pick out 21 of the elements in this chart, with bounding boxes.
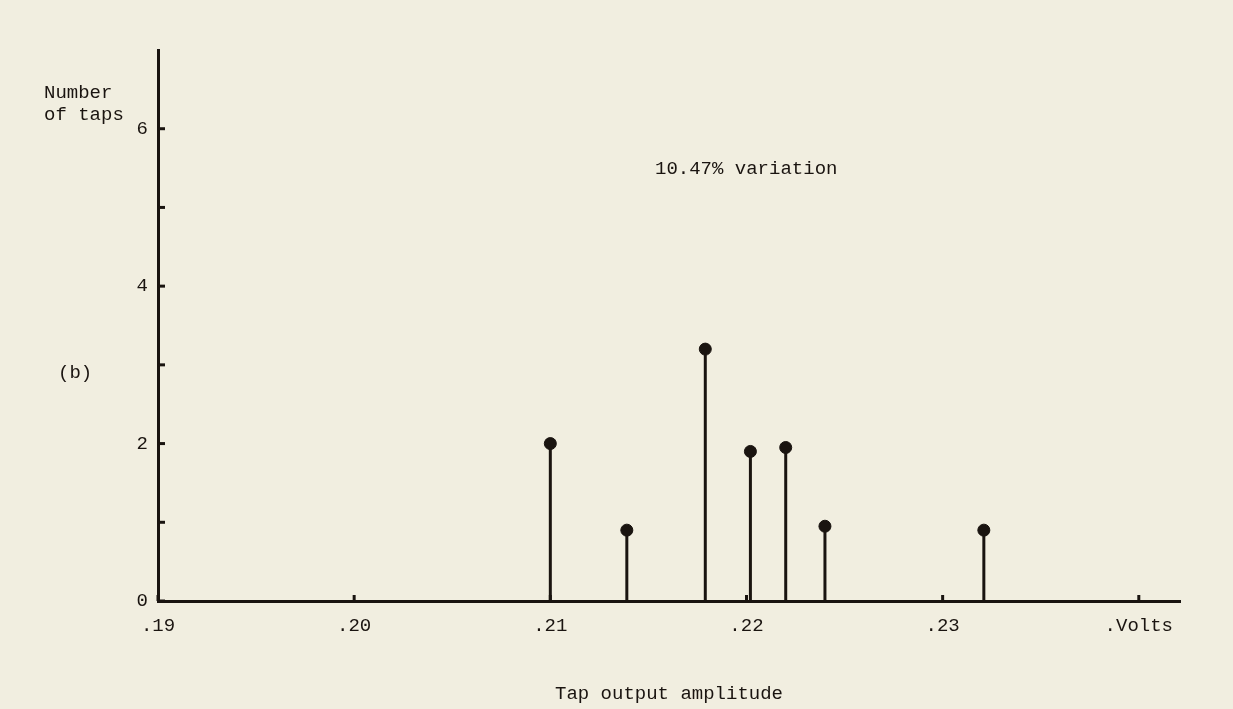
y-tick-label: 2	[136, 432, 148, 455]
point	[977, 523, 991, 537]
x-tick-label: .21	[533, 615, 568, 638]
x-tick-label: .20	[337, 615, 372, 638]
x-tick-label: .22	[729, 615, 764, 638]
y-tick-label: 6	[136, 117, 148, 140]
point	[818, 519, 832, 533]
x-tick-label: .23	[925, 615, 960, 638]
x-axis-title: Tap output amplitude	[554, 682, 784, 705]
x-tick-label: .Volts	[1104, 615, 1174, 638]
point	[543, 437, 557, 451]
text: (b)	[58, 362, 93, 384]
y-tick-label: 0	[136, 590, 148, 613]
annotation: 10.47% variation	[655, 158, 838, 180]
x-tick-label: .19	[140, 615, 176, 638]
point	[779, 441, 793, 455]
point	[743, 444, 757, 458]
point	[698, 342, 712, 356]
y-axis-title: Number of taps	[44, 82, 124, 126]
point	[620, 523, 634, 537]
y-tick-label: 4	[136, 275, 148, 298]
